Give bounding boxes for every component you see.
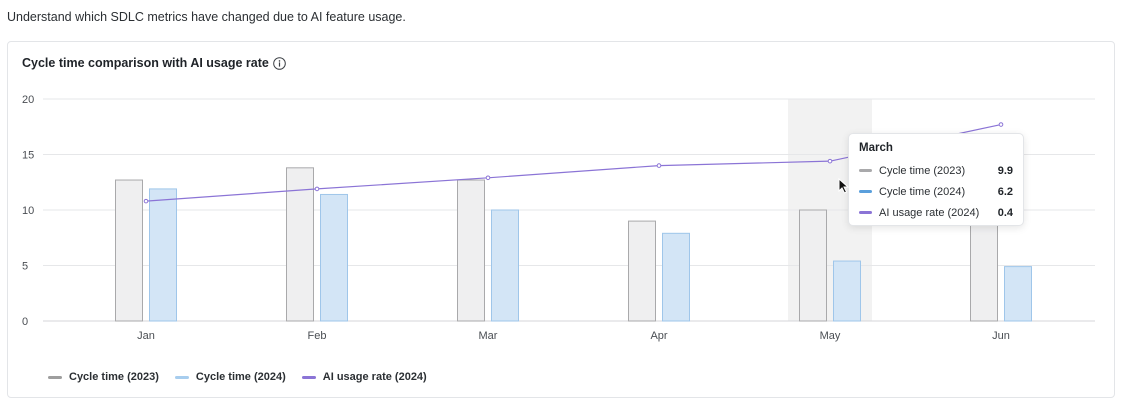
bar-cycle-2023 <box>457 179 485 322</box>
point-ai-usage <box>827 158 833 164</box>
bar-cycle-2024 <box>662 232 690 322</box>
tooltip-title: March <box>859 142 893 154</box>
tooltip-swatch <box>859 169 872 172</box>
x-tick-label: Jan <box>137 330 155 342</box>
x-tick-label: Jun <box>992 330 1010 342</box>
bar-cycle-2024 <box>833 260 861 322</box>
point-ai-usage <box>485 175 491 181</box>
tooltip-row-cycle-2024: Cycle time (2024) 6.2 <box>859 181 1013 202</box>
info-icon[interactable] <box>273 56 286 70</box>
legend-label: Cycle time (2024) <box>195 371 286 383</box>
bar-cycle-2023 <box>799 209 827 322</box>
y-tick-label: 0 <box>22 316 28 328</box>
tooltip-row-cycle-2023: Cycle time (2023) 9.9 <box>859 160 1013 181</box>
chart-tooltip: March Cycle time (2023) 9.9 Cycle time (… <box>848 133 1024 226</box>
bar-cycle-2024 <box>320 193 348 322</box>
tooltip-label: Cycle time (2023) <box>879 164 966 177</box>
legend-item-cycle-2023[interactable]: Cycle time (2023) <box>48 371 159 383</box>
bar-cycle-2023 <box>628 220 656 322</box>
y-tick-label: 10 <box>22 205 34 217</box>
y-tick-label: 20 <box>22 94 34 106</box>
tooltip-swatch <box>859 211 872 214</box>
bar-cycle-2024 <box>149 188 177 322</box>
point-ai-usage <box>314 186 320 192</box>
x-tick-label: May <box>820 330 841 342</box>
bar-cycle-2023 <box>970 209 998 322</box>
tooltip-label: Cycle time (2024) <box>879 185 966 198</box>
legend-label: AI usage rate (2024) <box>322 371 427 383</box>
tooltip-value: 9.9 <box>997 164 1013 177</box>
legend-label: Cycle time (2023) <box>69 371 159 383</box>
mouse-pointer-icon <box>838 178 850 194</box>
legend-swatch <box>301 375 316 379</box>
y-tick-label: 15 <box>22 150 34 162</box>
bar-cycle-2024 <box>1004 266 1032 322</box>
legend-item-cycle-2024[interactable]: Cycle time (2024) <box>174 371 286 383</box>
chart-legend: Cycle time (2023) Cycle time (2024) AI u… <box>48 371 427 383</box>
x-tick-label: Feb <box>308 330 327 342</box>
legend-swatch <box>48 375 62 379</box>
tooltip-row-ai-usage: AI usage rate (2024) 0.4 <box>859 202 1013 223</box>
x-tick-label: Apr <box>650 330 667 342</box>
bar-cycle-2024 <box>491 209 519 322</box>
chart-title: Cycle time comparison with AI usage rate <box>22 56 269 70</box>
tooltip-value: 0.4 <box>997 206 1013 219</box>
legend-swatch <box>174 375 189 379</box>
page-subtitle: Understand which SDLC metrics have chang… <box>7 10 406 24</box>
tooltip-label: AI usage rate (2024) <box>879 206 980 219</box>
y-tick-label: 5 <box>22 261 28 273</box>
x-tick-label: Mar <box>479 330 498 342</box>
tooltip-swatch <box>859 190 872 193</box>
point-ai-usage <box>656 163 662 168</box>
bar-cycle-2023 <box>115 179 143 322</box>
legend-item-ai-usage[interactable]: AI usage rate (2024) <box>301 371 427 383</box>
bar-cycle-2023 <box>286 167 314 322</box>
tooltip-value: 6.2 <box>997 185 1013 198</box>
point-ai-usage <box>143 198 149 204</box>
point-ai-usage <box>998 122 1004 127</box>
chart-title-row: Cycle time comparison with AI usage rate <box>22 56 286 70</box>
